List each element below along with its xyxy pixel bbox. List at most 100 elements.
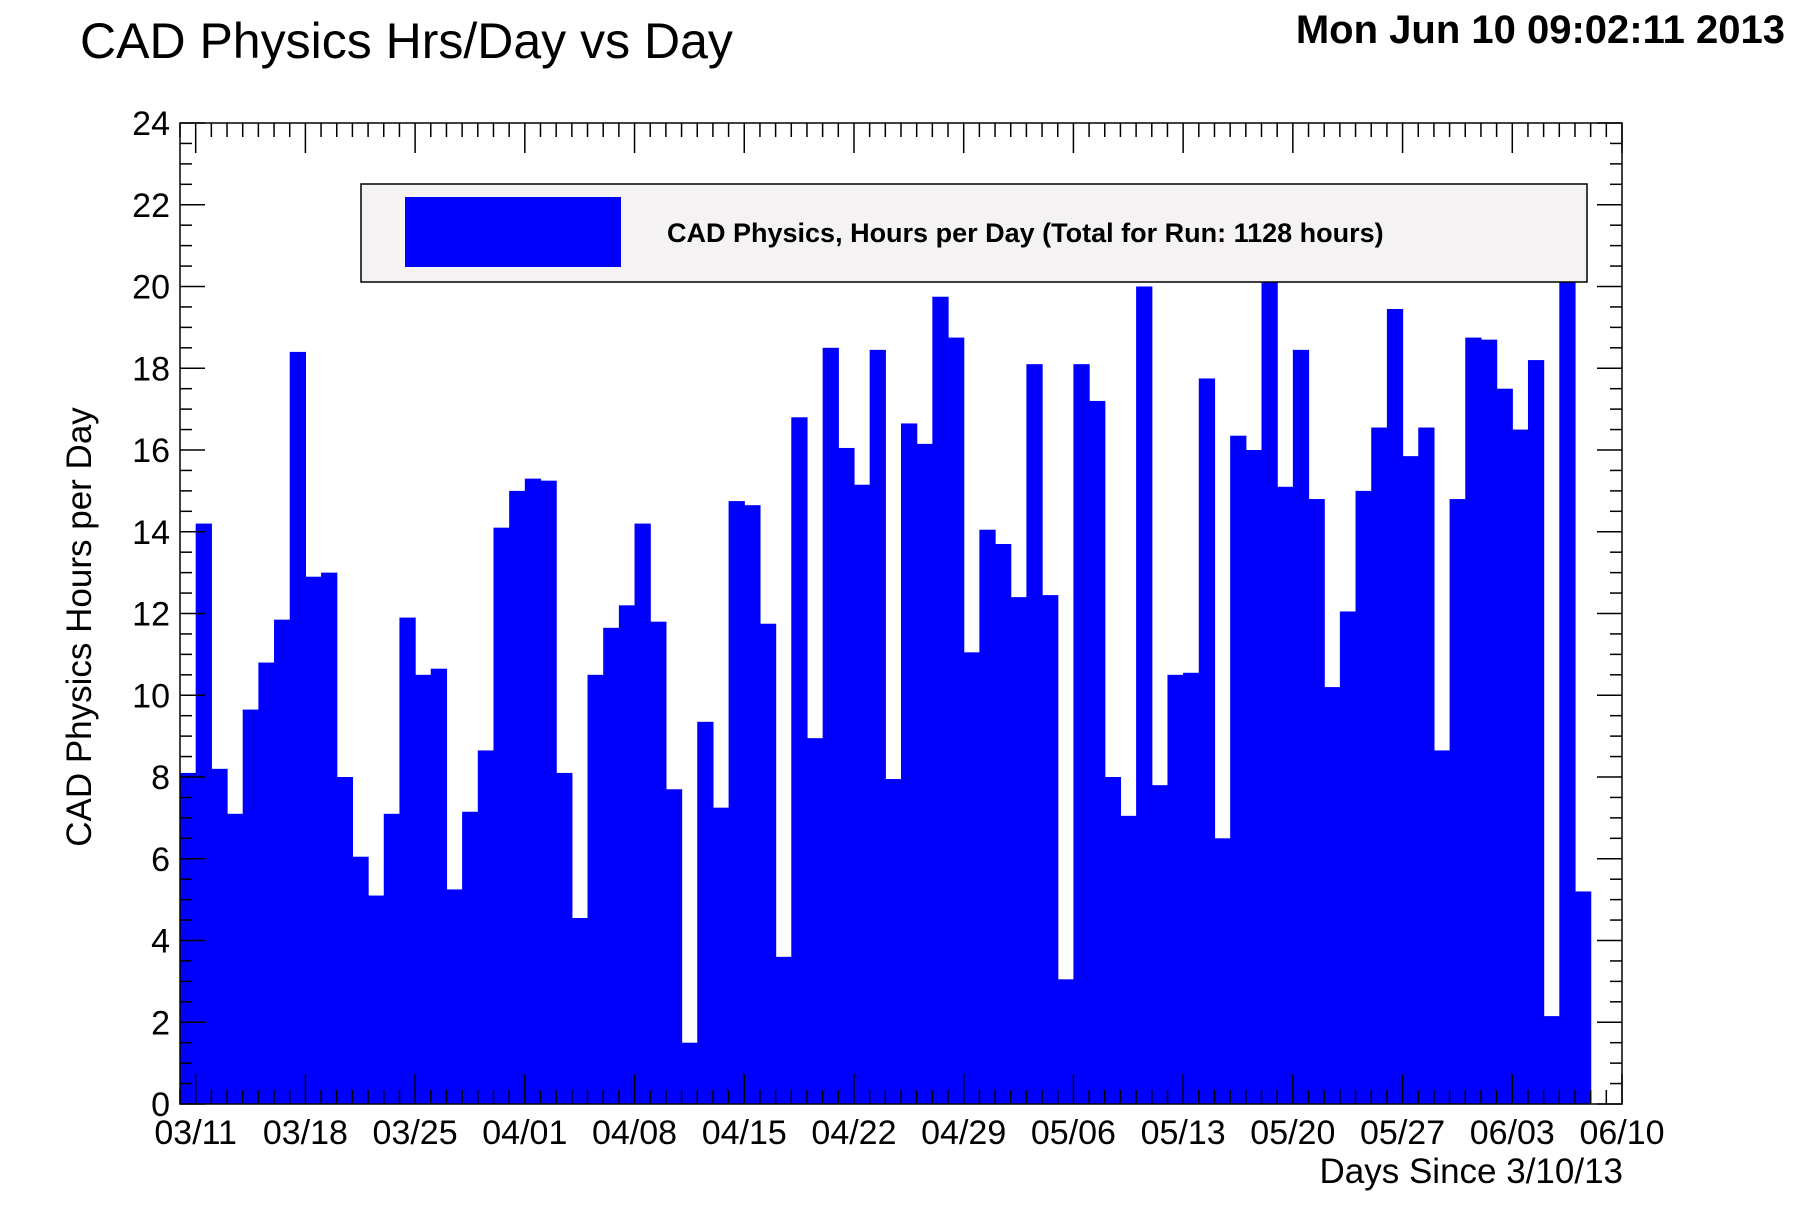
bar: [916, 443, 933, 1104]
bar: [1386, 308, 1404, 1105]
bar: [540, 480, 557, 1104]
bar: [1089, 400, 1106, 1104]
bar: [1324, 687, 1341, 1104]
legend-label: CAD Physics, Hours per Day (Total for Ru…: [667, 218, 1384, 248]
bar: [1010, 597, 1027, 1104]
x-tick-label: 03/18: [263, 1114, 348, 1152]
x-tick-label: 05/27: [1360, 1114, 1445, 1152]
bar: [932, 296, 949, 1105]
y-tick-label: 6: [151, 841, 170, 879]
bar: [1277, 486, 1294, 1104]
bar: [1308, 499, 1325, 1104]
y-tick-label: 2: [151, 1004, 170, 1042]
bar: [1559, 245, 1576, 1105]
x-tick-label: 03/25: [373, 1114, 458, 1152]
bar: [1574, 891, 1592, 1104]
bar: [556, 772, 573, 1104]
bar: [368, 895, 385, 1104]
bar: [712, 807, 730, 1104]
bar: [681, 1042, 698, 1104]
bar: [995, 544, 1012, 1104]
y-tick-label: 18: [132, 350, 170, 388]
x-tick-label: 04/29: [921, 1114, 1006, 1152]
x-axis: 03/11 03/18 03/25 04/01 04/08 04/15 04/22 04/29…: [154, 123, 1665, 1152]
y-tick-label: 4: [151, 923, 170, 961]
bar: [979, 529, 996, 1104]
bar: [509, 490, 526, 1105]
bar: [1355, 490, 1372, 1105]
bar: [336, 777, 354, 1104]
bar: [1433, 750, 1451, 1104]
bar: [195, 523, 212, 1104]
x-tick-label: 05/13: [1141, 1114, 1226, 1152]
bar: [775, 956, 792, 1104]
bar: [869, 349, 886, 1104]
y-tick-label: 0: [151, 1086, 170, 1124]
bar: [1465, 337, 1482, 1105]
bar: [1026, 364, 1043, 1104]
bar: [901, 423, 918, 1104]
y-tick-label: 14: [132, 514, 170, 552]
legend: CAD Physics, Hours per Day (Total for Ru…: [360, 183, 1588, 283]
x-tick-label: 04/01: [482, 1114, 567, 1152]
bar: [838, 447, 855, 1105]
bar: [305, 576, 322, 1104]
y-tick-label: 24: [132, 105, 170, 143]
x-tick-label: 05/06: [1031, 1114, 1116, 1152]
bar: [1527, 360, 1545, 1105]
bar: [1057, 979, 1075, 1104]
y-tick-label: 8: [151, 759, 170, 797]
bar: [1449, 499, 1466, 1104]
bar: [477, 750, 495, 1104]
y-tick-label: 16: [132, 432, 170, 470]
bar: [571, 918, 589, 1104]
bar: [948, 337, 965, 1105]
bar: [697, 721, 714, 1104]
bar: [1167, 674, 1184, 1104]
bar: [1512, 429, 1529, 1104]
bar: [885, 779, 902, 1104]
bar: [1104, 777, 1122, 1104]
x-axis-label: Days Since 3/10/13: [1319, 1152, 1623, 1191]
bar: [289, 351, 306, 1104]
y-tick-label: 10: [132, 677, 170, 715]
bar: [415, 674, 432, 1104]
x-tick-label: 04/15: [702, 1114, 787, 1152]
y-axis-label: CAD Physics Hours per Day: [60, 407, 99, 847]
bar: [634, 523, 651, 1104]
bar: [853, 484, 871, 1104]
bar: [524, 478, 542, 1104]
y-tick-label: 20: [132, 269, 170, 307]
bar: [618, 605, 636, 1104]
bar: [242, 709, 259, 1104]
bar: [603, 627, 620, 1104]
bar: [791, 417, 808, 1104]
bar: [1261, 266, 1278, 1104]
bar: [180, 772, 197, 1104]
bar: [822, 347, 839, 1104]
x-tick-label: 05/20: [1250, 1114, 1335, 1152]
bar: [1042, 595, 1059, 1104]
bar: [1120, 815, 1137, 1104]
bar: [650, 621, 667, 1104]
y-tick-label: 12: [132, 596, 170, 634]
bar: [759, 623, 777, 1104]
bar: [321, 572, 338, 1105]
bar: [1136, 286, 1153, 1104]
bar: [1245, 450, 1263, 1104]
bar: [399, 617, 416, 1104]
x-tick-label: 04/08: [592, 1114, 677, 1152]
x-tick-label: 04/22: [811, 1114, 896, 1152]
bar: [1339, 611, 1357, 1104]
bar: [1418, 427, 1435, 1104]
legend-swatch: [405, 197, 621, 267]
bar: [587, 674, 604, 1104]
bar: [1198, 378, 1216, 1105]
y-tick-label: 22: [132, 187, 170, 225]
bar: [1543, 1016, 1560, 1104]
bar: [1230, 435, 1247, 1104]
bar: [1183, 672, 1200, 1104]
bar: [383, 813, 401, 1104]
